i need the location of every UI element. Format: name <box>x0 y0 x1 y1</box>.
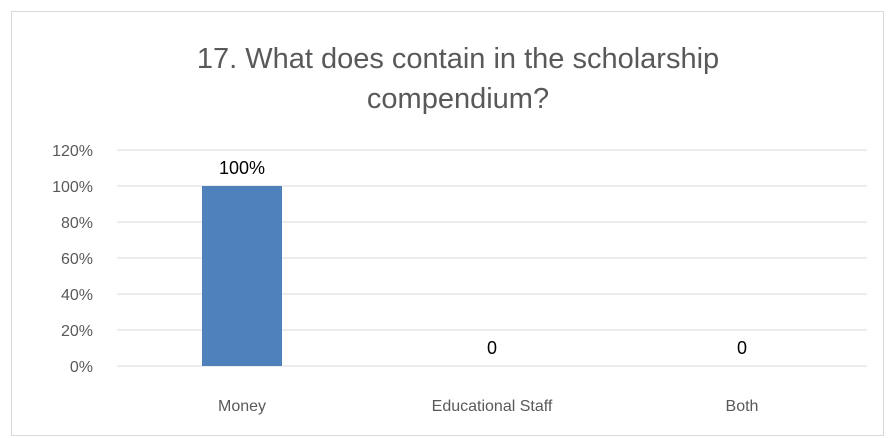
bar <box>202 186 282 366</box>
data-label: 100% <box>219 158 265 178</box>
data-labels: 100% 0 0 <box>219 158 747 358</box>
y-tick-label: 0% <box>70 359 93 376</box>
category-label: Both <box>726 398 759 415</box>
category-label: Money <box>218 398 266 415</box>
chart-title-line-2: compendium? <box>367 83 549 115</box>
bars <box>202 186 282 366</box>
y-tick-label: 120% <box>52 143 93 160</box>
chart-frame <box>11 11 884 436</box>
y-tick-label: 20% <box>61 323 93 340</box>
category-label: Educational Staff <box>432 398 553 415</box>
y-tick-label: 80% <box>61 215 93 232</box>
data-label: 0 <box>737 338 747 358</box>
y-tick-label: 100% <box>52 179 93 196</box>
y-tick-label: 40% <box>61 287 93 304</box>
y-axis-tick-labels: 0% 20% 40% 60% 80% 100% 120% <box>52 143 93 376</box>
x-axis-category-labels: Money Educational Staff Both <box>218 398 758 415</box>
y-tick-label: 60% <box>61 251 93 268</box>
chart-title-line-1: 17. What does contain in the scholarship <box>197 43 719 75</box>
data-label: 0 <box>487 338 497 358</box>
